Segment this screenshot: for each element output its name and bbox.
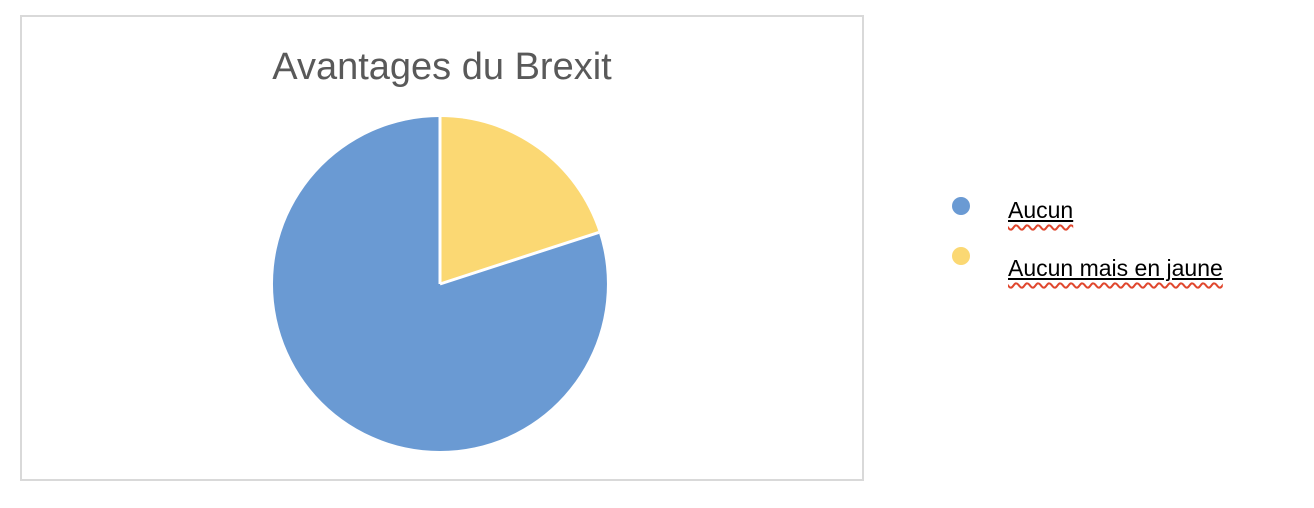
legend-item-aucun[interactable]: Aucun	[1008, 197, 1073, 223]
pie-chart[interactable]	[268, 112, 612, 456]
pie-slice[interactable]	[440, 117, 599, 284]
legend-marker	[952, 197, 970, 215]
legend-marker	[952, 247, 970, 265]
legend-item-label: Aucun mais en jaune	[1008, 255, 1223, 281]
legend-item-aucun-mais-en-jaune[interactable]: Aucun mais en jaune	[1008, 255, 1223, 281]
legend-item-label: Aucun	[1008, 197, 1074, 223]
slice-divider	[439, 230, 600, 286]
chart-title[interactable]: Avantages du Brexit	[272, 46, 612, 88]
